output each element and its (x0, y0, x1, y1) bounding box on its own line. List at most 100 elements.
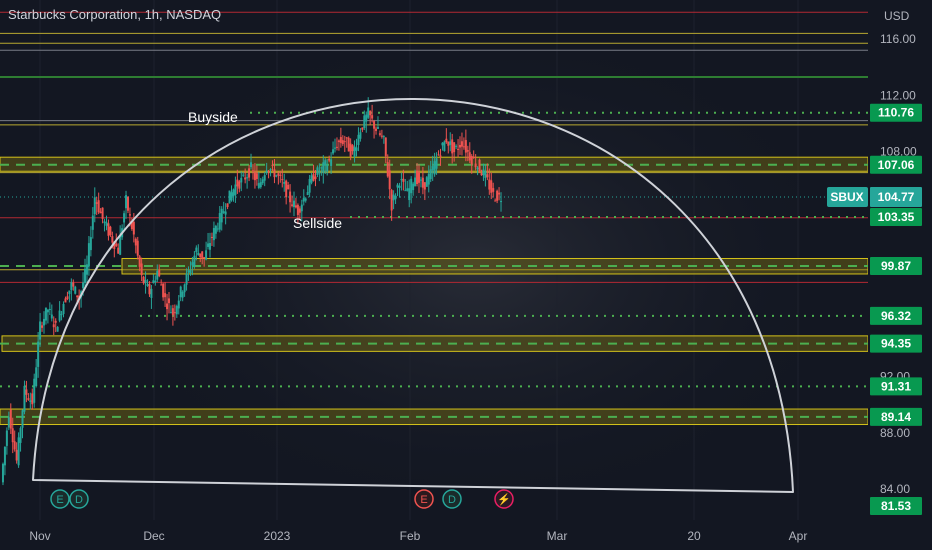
candle-body (33, 378, 36, 403)
y-tick-label: 116.00 (880, 32, 916, 46)
candle-body (296, 204, 299, 215)
candle-body (468, 152, 471, 161)
candle-body (189, 270, 192, 274)
candle-body (23, 385, 26, 412)
candle-body (351, 145, 354, 152)
candle-body (125, 195, 128, 209)
candle-body (195, 247, 198, 253)
candle-body (337, 140, 340, 142)
candle-body (218, 213, 221, 230)
candle-body (179, 286, 182, 298)
candle-body (203, 257, 206, 259)
candle-body (455, 145, 458, 147)
candle-body (209, 243, 212, 250)
candle-body (376, 127, 379, 129)
candle-body (72, 282, 75, 287)
candle-body (466, 149, 469, 152)
candle-body (355, 147, 358, 151)
candle-body (193, 255, 196, 267)
candle-body (214, 225, 217, 234)
candle-body (160, 284, 163, 286)
price-badge (870, 207, 922, 226)
candle-body (308, 178, 311, 193)
time-axis: Nov Dec 2023 Feb Mar 20 Apr (29, 529, 807, 543)
x-tick-label: Feb (400, 529, 421, 543)
candle-body (21, 410, 24, 428)
candle-body (425, 177, 428, 187)
candle-body (289, 191, 292, 203)
price-badge (870, 103, 922, 122)
y-tick-label: 88.00 (880, 426, 910, 440)
candle-body (154, 280, 157, 283)
candles (1, 97, 503, 486)
candle-body (228, 190, 231, 204)
candle-body (152, 280, 155, 284)
price-badge-label: 91.31 (881, 379, 911, 393)
candle-body (330, 159, 333, 166)
candle-body (95, 202, 98, 204)
candle-body (91, 215, 94, 230)
x-tick-label: Nov (29, 529, 50, 543)
candle-body (101, 207, 104, 219)
candle-body (132, 221, 135, 235)
price-badge (870, 256, 922, 275)
candle-body (353, 146, 356, 158)
candle-body (423, 182, 426, 190)
candle-body (464, 140, 467, 153)
candle-body (84, 268, 87, 283)
price-badge (870, 334, 922, 353)
candle-body (17, 437, 20, 466)
candle-body (482, 169, 485, 176)
candle-body (275, 175, 278, 177)
candle-body (380, 135, 383, 137)
candle-body (472, 157, 475, 159)
price-axis-background (868, 0, 932, 550)
candle-body (261, 179, 264, 184)
candle-body (199, 253, 202, 258)
candle-body (13, 441, 16, 450)
candle-body (421, 177, 424, 188)
candle-body (392, 194, 395, 201)
candle-body (117, 247, 120, 254)
candle-body (361, 127, 364, 130)
candle-body (259, 182, 262, 188)
symbol-badge-label: SBUX (830, 190, 863, 204)
candle-body (408, 188, 411, 201)
candle-body (431, 166, 434, 171)
candle-body (474, 163, 477, 168)
candle-body (74, 286, 77, 294)
candle-body (31, 393, 34, 405)
price-badge-label: 81.53 (881, 499, 911, 513)
candle-body (394, 195, 397, 200)
candle-body (365, 114, 368, 122)
dividend-marker (69, 489, 89, 509)
candle-body (462, 146, 465, 148)
candle-body (142, 276, 145, 284)
candle-body (167, 298, 170, 304)
candle-body (19, 428, 22, 443)
candle-body (316, 167, 319, 175)
price-badge-label: 99.87 (881, 259, 911, 273)
price-badge (870, 497, 922, 515)
candle-body (335, 146, 338, 148)
candle-body (242, 174, 245, 176)
candle-body (347, 137, 350, 152)
candle-body (109, 226, 112, 236)
candle-body (244, 177, 247, 180)
candle-body (105, 222, 108, 226)
candle-body (230, 192, 233, 201)
candle-body (302, 197, 305, 202)
candle-body (281, 179, 284, 181)
candle-body (398, 185, 401, 188)
candle-body (324, 160, 327, 166)
candle-body (343, 141, 346, 143)
candle-body (54, 320, 57, 323)
candle-body (291, 204, 294, 206)
candle-body (279, 174, 282, 176)
candle-body (326, 165, 329, 172)
candle-body (39, 321, 42, 340)
candle-body (103, 221, 106, 224)
x-tick-label: Mar (547, 529, 568, 543)
candle-body (334, 147, 337, 149)
